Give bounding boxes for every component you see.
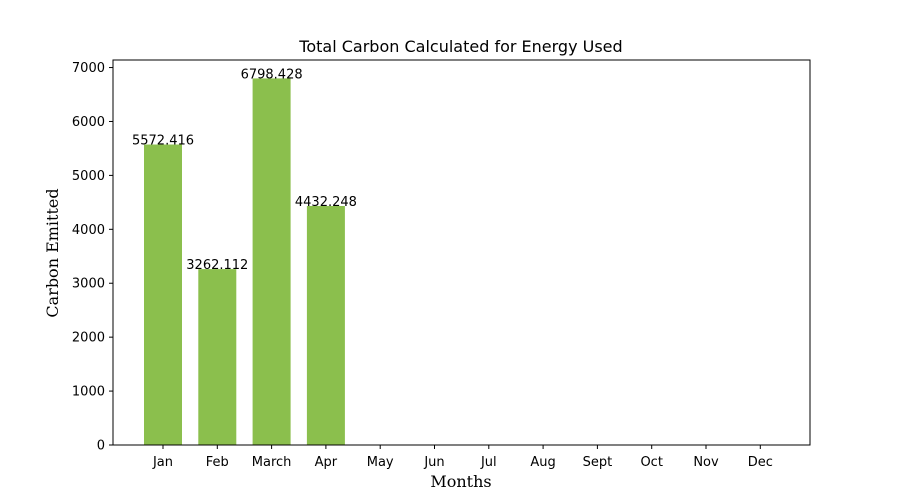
y-tick-label: 2000: [72, 331, 105, 346]
y-tick-label: 7000: [72, 61, 105, 76]
chart-title: Total Carbon Calculated for Energy Used: [298, 37, 622, 56]
x-tick-label: May: [367, 455, 394, 470]
y-tick-label: 0: [97, 439, 105, 454]
data-label-apr: 4432.248: [295, 195, 357, 210]
data-label-jan: 5572.416: [132, 134, 194, 149]
x-axis: Jan Feb March Apr May Jun Jul Aug Sept Oct Nov Dec: [152, 445, 773, 470]
y-tick-label: 3000: [72, 277, 105, 292]
bar-apr: [306, 206, 345, 445]
x-tick-label: Dec: [748, 455, 773, 470]
data-label-march: 6798.428: [241, 67, 303, 82]
y-tick-label: 5000: [72, 169, 105, 184]
bar-feb: [198, 269, 237, 445]
y-tick-label: 6000: [72, 115, 105, 130]
data-labels-layer: 5572.416 3262.112 6798.428 4432.248: [132, 67, 357, 273]
bars-layer: [144, 78, 345, 446]
y-axis-label: Carbon Emitted: [43, 188, 62, 317]
y-axis: 0 1000 2000 3000 4000 5000 6000 7000: [72, 61, 113, 454]
plot-frame: [112, 59, 811, 446]
x-tick-label: Apr: [315, 455, 338, 470]
x-tick-label: March: [252, 455, 292, 470]
x-tick-label: Jun: [423, 455, 444, 470]
x-tick-label: Jan: [152, 455, 173, 470]
y-tick-label: 1000: [72, 385, 105, 400]
bar-jan: [144, 144, 182, 445]
x-tick-label: Nov: [693, 455, 719, 470]
bar-march: [252, 78, 291, 446]
y-tick-label: 4000: [72, 223, 105, 238]
x-tick-label: Jul: [480, 455, 497, 470]
x-tick-label: Feb: [206, 455, 229, 470]
x-tick-label: Aug: [530, 455, 555, 470]
x-axis-label: Months: [430, 472, 491, 491]
data-label-feb: 3262.112: [186, 258, 248, 273]
x-tick-label: Oct: [640, 455, 662, 470]
x-tick-label: Sept: [583, 455, 613, 470]
